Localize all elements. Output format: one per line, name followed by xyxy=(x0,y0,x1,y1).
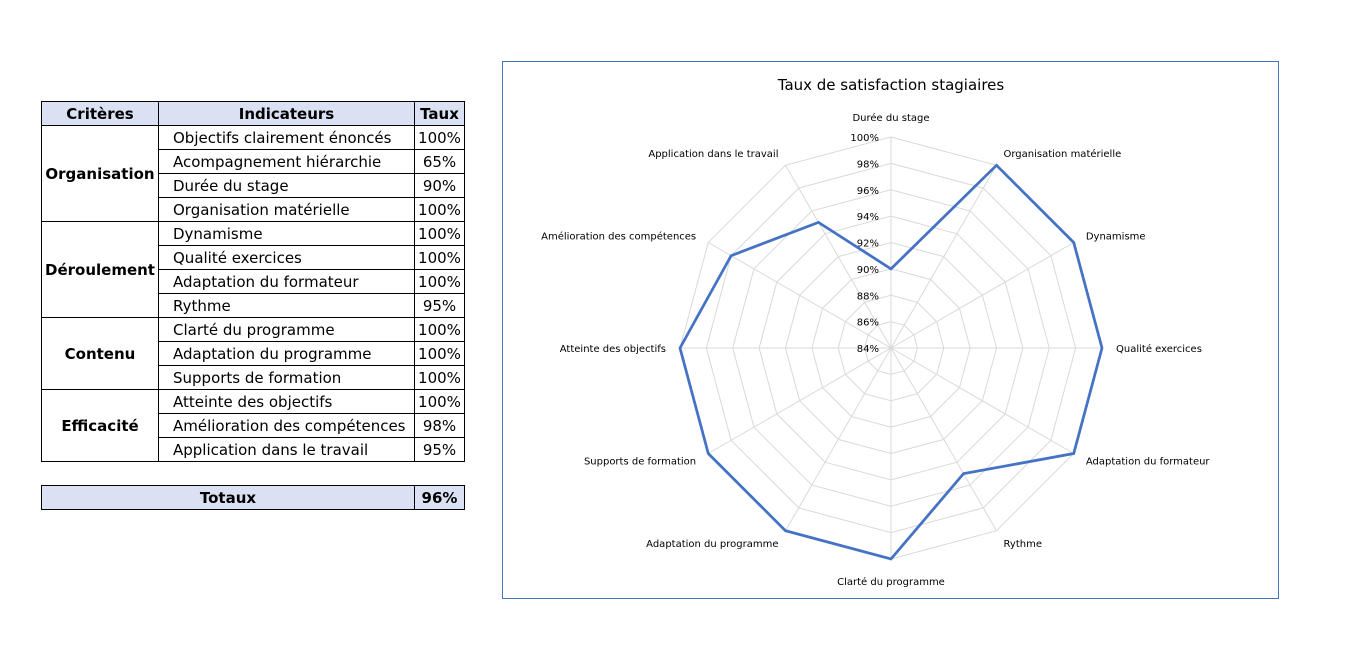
chart-title: Taux de satisfaction stagiaires xyxy=(777,76,1005,94)
header-criteres: Critères xyxy=(41,101,159,126)
indicator-cell: Durée du stage xyxy=(158,173,415,198)
grid-spoke xyxy=(890,347,997,531)
indicator-cell: Adaptation du programme xyxy=(158,341,415,366)
criteria-cell: Organisation xyxy=(41,125,159,222)
indicator-cell: Atteinte des objectifs xyxy=(158,389,415,414)
indicator-cell: Acompagnement hiérarchie xyxy=(158,149,415,174)
indicator-cell: Rythme xyxy=(158,293,415,318)
table-row: Contenu Clarté du programme 100% xyxy=(41,317,465,390)
category-label: Organisation matérielle xyxy=(1004,148,1122,160)
rate-cell: 100% xyxy=(414,269,465,294)
rate-cell: 100% xyxy=(414,197,465,222)
criteria-cell: Contenu xyxy=(41,317,159,390)
indicator-cell: Qualité exercices xyxy=(158,245,415,270)
grid-spoke xyxy=(708,347,892,454)
category-label: Atteinte des objectifs xyxy=(560,344,666,355)
table-row: Supports de formation 100% xyxy=(42,365,465,390)
table-row: Organisation Objectifs clairement énoncés… xyxy=(41,125,465,222)
category-label: Application dans le travail xyxy=(648,149,778,160)
indicator-cell: Objectifs clairement énoncés xyxy=(158,125,415,150)
category-label: Amélioration des compétences xyxy=(541,231,696,243)
rate-cell: 100% xyxy=(414,389,465,414)
tick-label: 92% xyxy=(857,239,879,250)
category-label: Clarté du programme xyxy=(837,576,945,588)
table-row: Adaptation du programme 100% xyxy=(42,341,465,366)
table-row: Adaptation du formateur 100% xyxy=(42,269,465,294)
table-row: Qualité exercices 100% xyxy=(42,245,465,270)
table-row: Déroulement Dynamisme 100% xyxy=(41,221,465,318)
rate-cell: 100% xyxy=(414,341,465,366)
rate-cell: 100% xyxy=(414,245,465,270)
indicator-cell: Clarté du programme xyxy=(158,317,415,342)
grid-spoke xyxy=(785,165,892,349)
tick-label: 86% xyxy=(857,318,879,329)
totals-table: Totaux 96% xyxy=(41,485,465,510)
header-indicateurs: Indicateurs xyxy=(158,101,415,126)
table-row: Acompagnement hiérarchie 65% xyxy=(42,149,465,174)
tick-label: 98% xyxy=(857,159,879,170)
category-label: Adaptation du programme xyxy=(646,539,778,550)
rate-cell: 100% xyxy=(414,365,465,390)
category-label: Qualité exercices xyxy=(1116,343,1202,355)
indicator-cell: Dynamisme xyxy=(158,221,415,246)
rate-cell: 100% xyxy=(414,125,465,150)
total-label: Totaux xyxy=(41,485,415,510)
indicator-cell: Supports de formation xyxy=(158,365,415,390)
category-label: Durée du stage xyxy=(852,112,929,124)
grid-spoke xyxy=(785,347,892,531)
table-row: Efficacité Atteinte des objectifs 100% xyxy=(41,389,465,462)
tick-label: 88% xyxy=(857,291,879,302)
rate-cell: 100% xyxy=(414,317,465,342)
criteria-cell: Efficacité xyxy=(41,389,159,462)
table-row: Rythme 95% xyxy=(42,293,465,318)
header-taux: Taux xyxy=(414,101,465,126)
rate-cell: 98% xyxy=(414,413,465,438)
grid-spoke xyxy=(890,165,997,349)
category-label: Supports de formation xyxy=(584,457,696,468)
indicator-cell: Adaptation du formateur xyxy=(158,269,415,294)
indicator-cell: Amélioration des compétences xyxy=(158,413,415,438)
tick-label: 90% xyxy=(857,265,879,276)
indicator-cell: Organisation matérielle xyxy=(158,197,415,222)
radar-chart[interactable]: Taux de satisfaction stagiaires 84% 86% 88… xyxy=(502,61,1279,599)
rate-cell: 100% xyxy=(414,221,465,246)
grid-spoke xyxy=(890,242,1074,349)
rate-cell: 95% xyxy=(414,293,465,318)
total-value: 96% xyxy=(414,485,465,510)
grid-spoke xyxy=(890,347,1074,454)
tick-label: 100% xyxy=(850,133,879,144)
satisfaction-table: Critères Indicateurs Taux Organisation Ob… xyxy=(41,101,465,462)
category-label: Adaptation du formateur xyxy=(1086,457,1211,468)
tick-label: 96% xyxy=(857,186,879,197)
tick-label: 84% xyxy=(857,344,879,355)
radar-svg: Taux de satisfaction stagiaires 84% 86% 88… xyxy=(541,76,1211,588)
criteria-cell: Déroulement xyxy=(41,221,159,318)
table-row: Application dans le travail 95% xyxy=(42,437,465,462)
rate-cell: 95% xyxy=(414,437,465,462)
tick-label: 94% xyxy=(857,212,879,223)
category-label: Dynamisme xyxy=(1086,232,1146,243)
rate-cell: 90% xyxy=(414,173,465,198)
indicator-cell: Application dans le travail xyxy=(158,437,415,462)
category-label: Rythme xyxy=(1004,539,1042,550)
table-row: Amélioration des compétences 98% xyxy=(42,413,465,438)
rate-cell: 65% xyxy=(414,149,465,174)
grid-spoke xyxy=(708,242,892,349)
